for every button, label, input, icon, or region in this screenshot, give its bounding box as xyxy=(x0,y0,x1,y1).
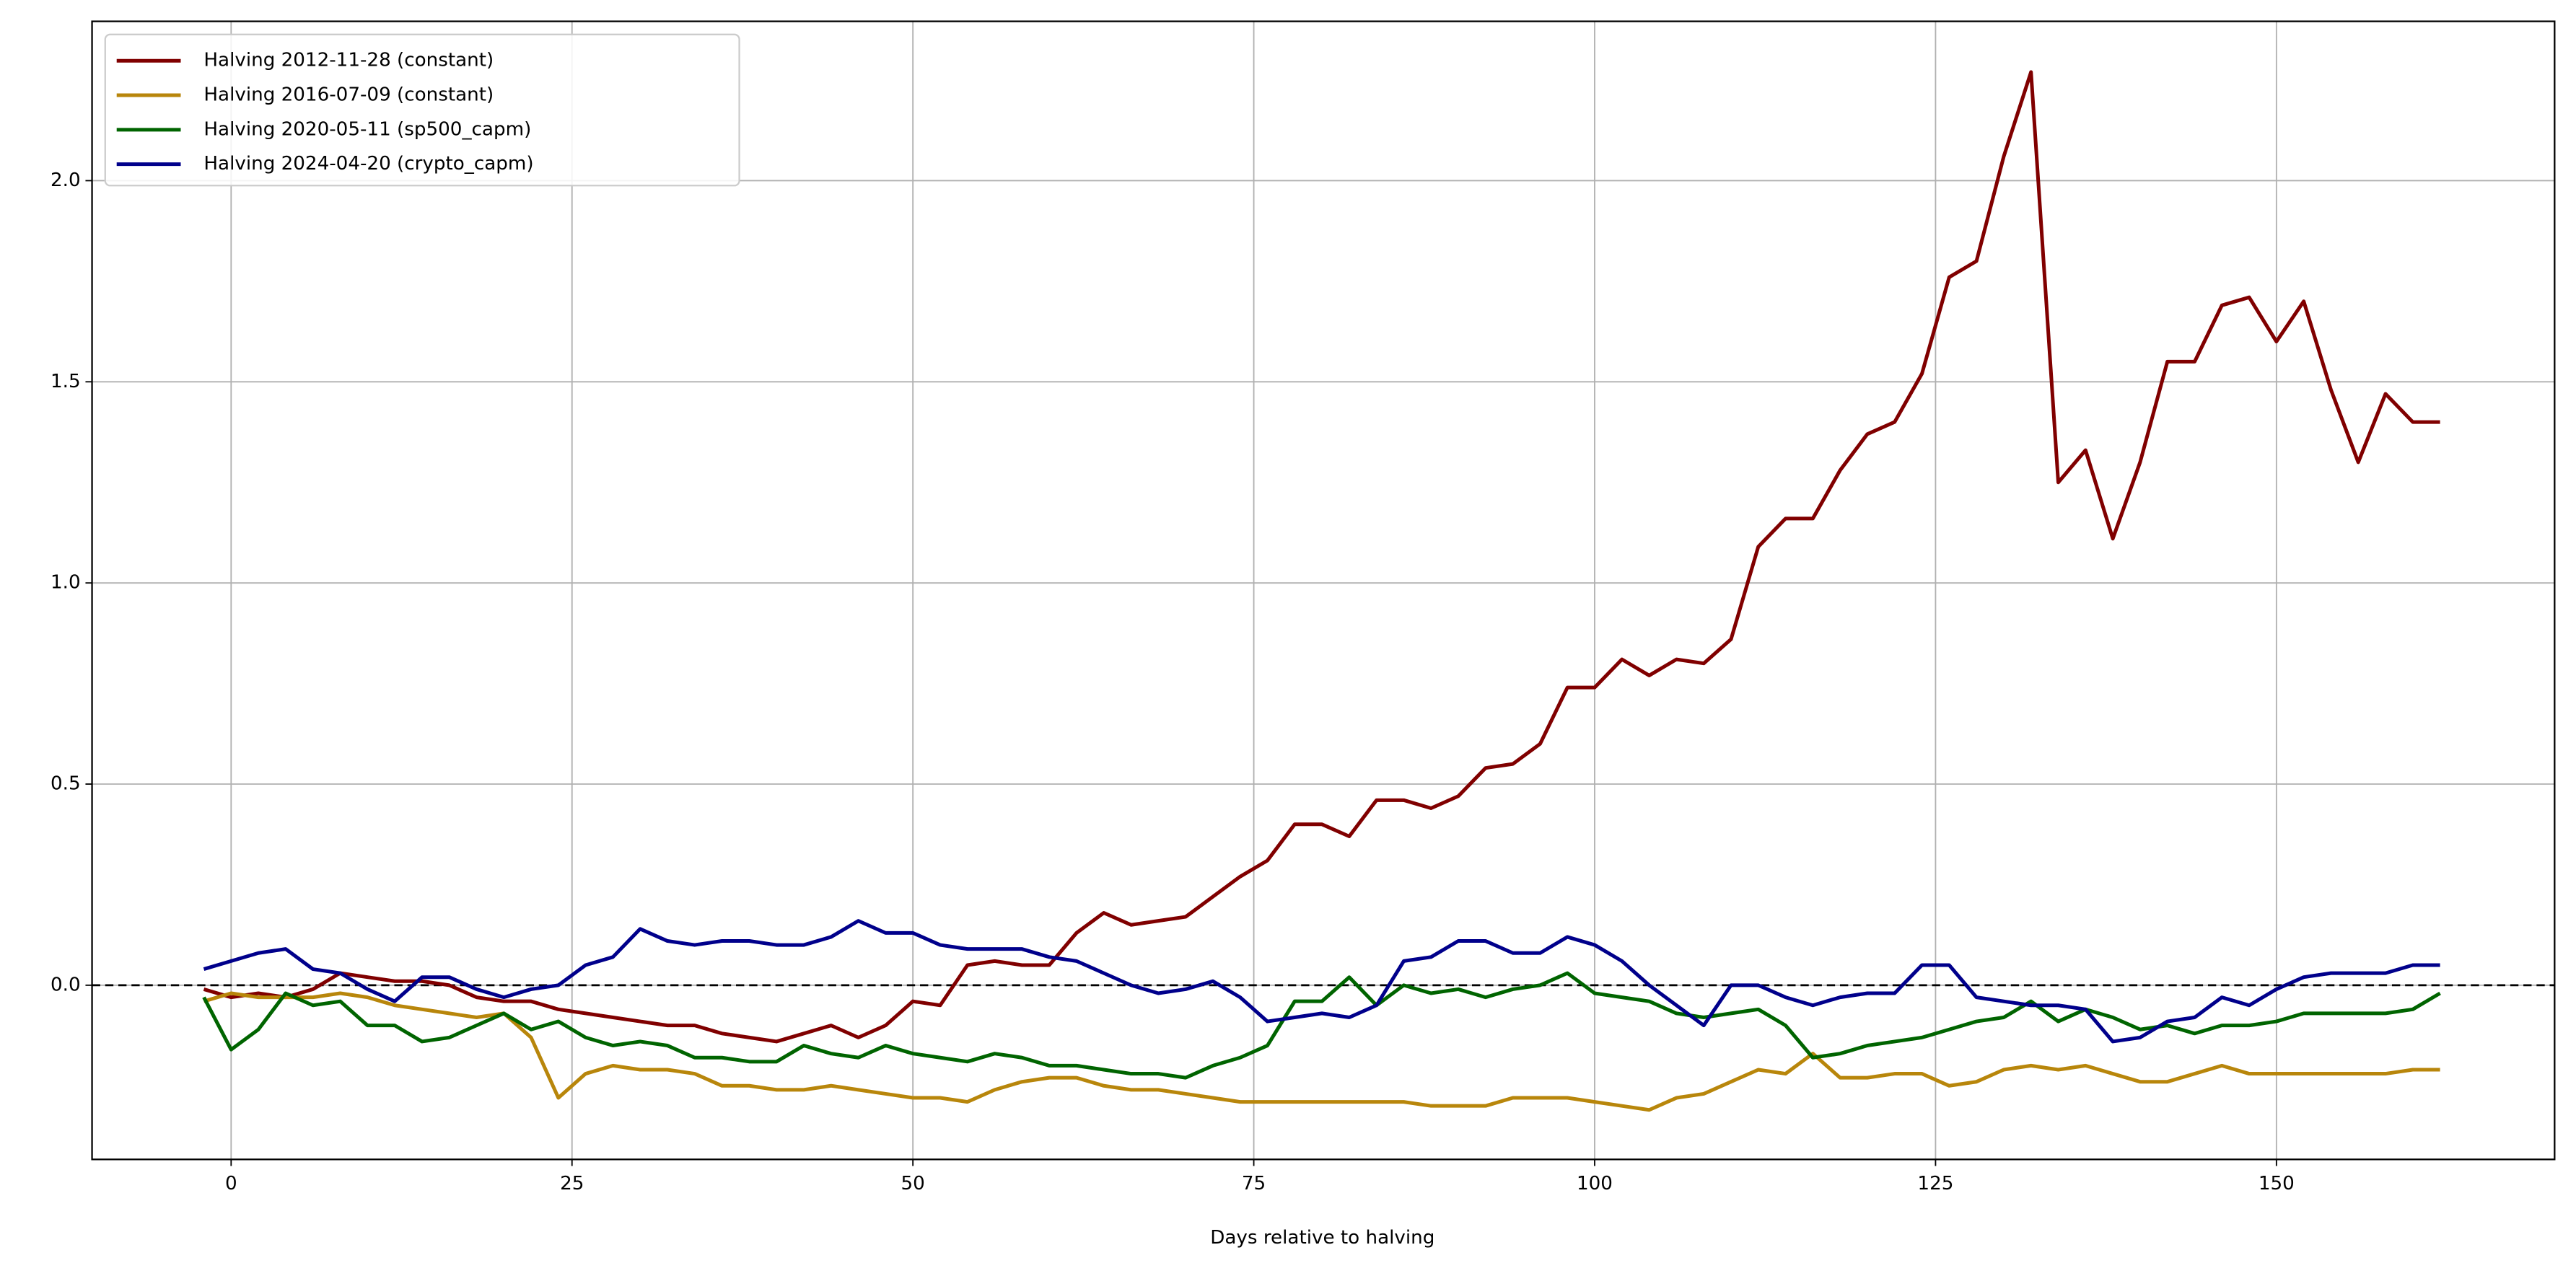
y-tick-label: 0.0 xyxy=(51,974,81,995)
y-tick-label: 0.5 xyxy=(51,773,81,795)
legend-label: Halving 2012-11-28 (constant) xyxy=(203,50,494,71)
x-axis-label: Days relative to halving xyxy=(1210,1227,1434,1249)
legend-label: Halving 2016-07-09 (constant) xyxy=(203,84,494,106)
x-tick-label: 50 xyxy=(901,1173,924,1194)
x-tick-label: 75 xyxy=(1242,1173,1266,1194)
series-line xyxy=(203,991,2440,1112)
x-tick-label: 25 xyxy=(560,1173,584,1194)
legend: Halving 2012-11-28 (constant) Halving 201… xyxy=(104,33,740,187)
plot-frame xyxy=(91,20,2556,1161)
x-tick-label: 150 xyxy=(2259,1173,2295,1194)
legend-frame xyxy=(104,33,740,187)
series-line xyxy=(202,971,2441,1080)
y-tick-label: 1.0 xyxy=(51,572,81,594)
legend-label: Halving 2020-05-11 (sp500_capm) xyxy=(203,118,531,140)
series-line xyxy=(203,919,2440,1044)
series-line xyxy=(203,70,2440,1044)
x-tick-label: 125 xyxy=(1917,1173,1953,1194)
x-tick-label: 0 xyxy=(225,1173,237,1194)
y-tick-label: 1.5 xyxy=(51,371,81,392)
legend-label: Halving 2024-04-20 (crypto_capm) xyxy=(203,153,533,175)
x-tick-label: 100 xyxy=(1577,1173,1613,1194)
y-tick-label: 2.0 xyxy=(51,170,81,191)
